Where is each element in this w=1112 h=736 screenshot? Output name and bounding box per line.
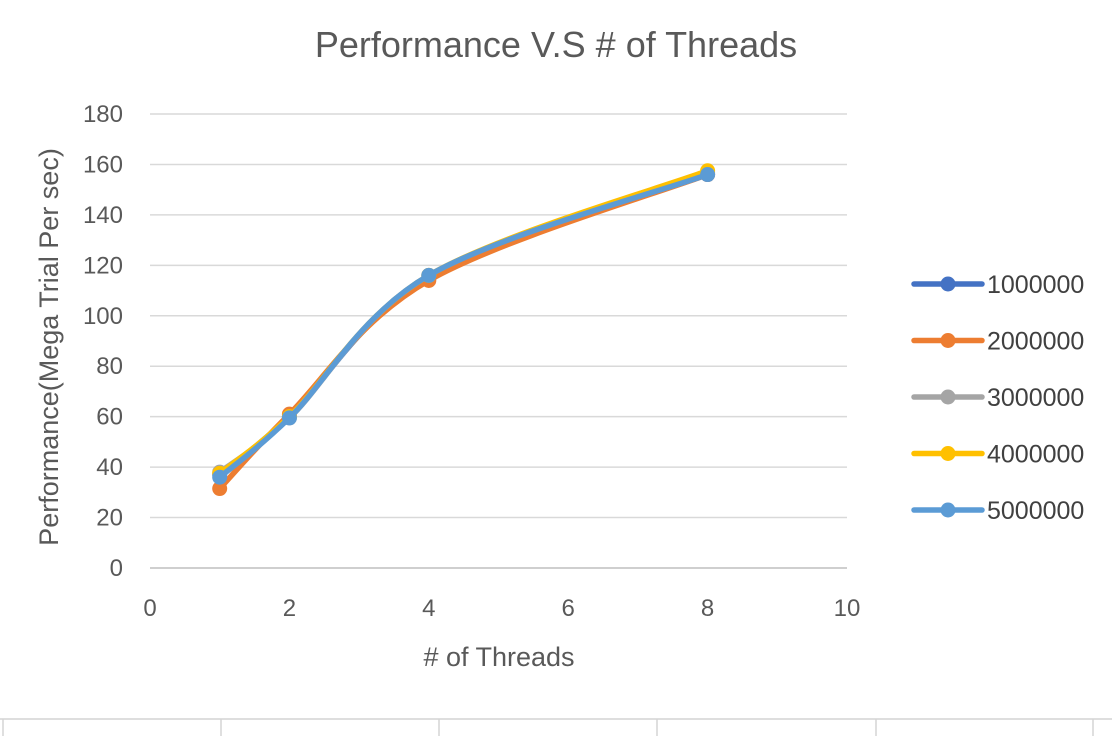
data-point [212,481,228,497]
legend-label: 5000000 [987,497,1084,525]
x-tick-label: 10 [834,595,861,622]
y-tick-label: 0 [110,555,123,582]
legend-label: 3000000 [987,384,1084,412]
x-tick-label: 2 [283,595,296,622]
legend-item: 2000000 [911,328,1084,356]
series-lines [212,163,716,497]
legend-item: 3000000 [911,384,1084,412]
y-tick-label: 20 [96,505,123,532]
gridlines [150,113,847,519]
y-tick-label: 180 [83,101,123,128]
y-tick-label: 80 [96,353,123,380]
series-line [216,170,711,475]
legend-label: 4000000 [987,441,1084,469]
y-tick-label: 100 [83,303,123,330]
legend-item: 1000000 [911,271,1084,299]
y-tick-label: 160 [83,151,123,178]
y-tick-label: 140 [83,202,123,229]
legend-item: 4000000 [911,441,1084,469]
data-point [700,167,716,183]
x-tick-label: 6 [562,595,575,622]
series-3000000 [212,165,716,480]
legend-marker [940,276,956,292]
data-point [212,469,228,485]
spreadsheet-cell-grid [0,718,1112,736]
x-tick-label: 0 [143,595,156,622]
axes: 0 20 40 60 80 100 120 140 160 180 0 2 4 6 8 10 [83,101,860,622]
legend-marker [940,446,956,461]
legend-marker [940,502,956,518]
y-tick-label: 40 [96,454,123,481]
y-tick-label: 60 [96,404,123,431]
series-line [216,171,711,480]
series-line [216,171,711,492]
legend-label: 1000000 [987,271,1084,299]
legend-label: 2000000 [987,328,1084,356]
series-line [216,168,711,477]
x-tick-label: 4 [422,595,435,622]
series-4000000 [212,163,716,481]
x-axis-title: # of Threads [423,642,574,672]
data-point [421,267,437,283]
legend-marker [940,333,956,348]
y-axis-title: Performance(Mega Trial Per sec) [34,148,64,546]
legend-item: 5000000 [911,497,1084,525]
legend: 1000000 2000000 3000000 4000000 5000000 [911,271,1084,525]
series-5000000 [212,167,716,485]
y-tick-label: 120 [83,252,123,279]
data-point [281,410,297,426]
series-2000000 [212,167,716,497]
legend-marker [940,389,956,405]
chart-title: Performance V.S # of Threads [315,24,797,65]
x-tick-label: 8 [701,595,714,622]
series-line [216,171,711,478]
